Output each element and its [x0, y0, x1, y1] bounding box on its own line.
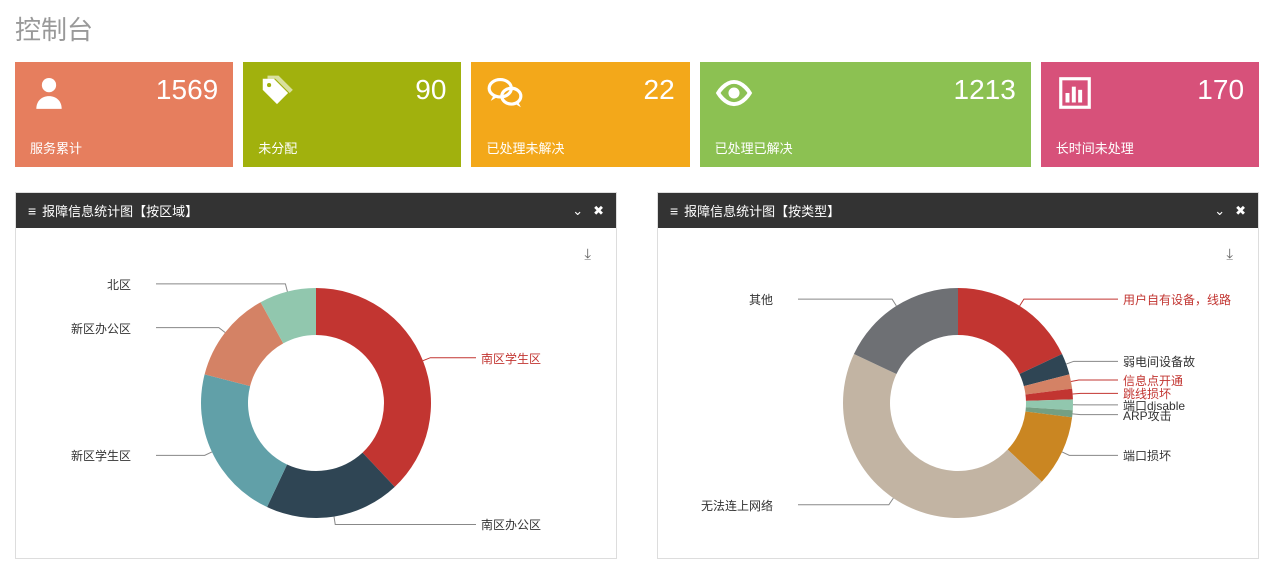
tile-value: 22	[644, 74, 675, 106]
panel-by-region: ≡ 报障信息统计图【按区域】 ⌄ ✖ ⤓ 南区学生区南区办公区新区学生区新区办公…	[15, 192, 617, 559]
tile-label: 未分配	[258, 138, 446, 157]
slice-label: 其他	[749, 291, 773, 308]
panel-body: ⤓ 用户自有设备，线路弱电间设备故信息点开通跳线损坏端口disableARP攻击…	[658, 228, 1258, 558]
chart-panels: ≡ 报障信息统计图【按区域】 ⌄ ✖ ⤓ 南区学生区南区办公区新区学生区新区办公…	[15, 192, 1259, 559]
slice-label: 南区学生区	[481, 350, 541, 367]
tile-label: 服务累计	[30, 138, 218, 157]
panel-title: 报障信息统计图【按区域】	[42, 201, 572, 220]
panel-by-type: ≡ 报障信息统计图【按类型】 ⌄ ✖ ⤓ 用户自有设备，线路弱电间设备故信息点开…	[657, 192, 1259, 559]
tile-4[interactable]: 170 长时间未处理	[1041, 62, 1259, 167]
tile-value: 90	[415, 74, 446, 106]
tile-1[interactable]: 90 未分配	[243, 62, 461, 167]
tile-2[interactable]: 22 已处理未解决	[471, 62, 689, 167]
donut-chart-region: 南区学生区南区办公区 新区学生区 新区办公区 北区	[26, 238, 606, 548]
slice-label: 南区办公区	[481, 516, 541, 533]
slice-label: 端口损坏	[1123, 447, 1171, 464]
panel-head: ≡ 报障信息统计图【按区域】 ⌄ ✖	[16, 193, 616, 228]
page-title: 控制台	[15, 10, 1259, 47]
tile-value: 1213	[954, 74, 1016, 106]
slice-label: ARP攻击	[1123, 407, 1172, 424]
donut-chart-type: 用户自有设备，线路弱电间设备故信息点开通跳线损坏端口disableARP攻击端口…	[668, 238, 1248, 548]
tile-3[interactable]: 1213 已处理已解决	[700, 62, 1031, 167]
menu-icon: ≡	[670, 203, 678, 219]
panel-body: ⤓ 南区学生区南区办公区新区学生区新区办公区北区	[16, 228, 616, 558]
tile-label: 已处理已解决	[715, 138, 1016, 157]
user-icon	[30, 74, 70, 114]
tile-value: 1569	[156, 74, 218, 106]
collapse-icon[interactable]: ⌄	[1214, 203, 1225, 219]
chat-icon	[486, 74, 526, 114]
close-icon[interactable]: ✖	[593, 203, 604, 219]
close-icon[interactable]: ✖	[1235, 203, 1246, 219]
bars-icon	[1056, 74, 1096, 114]
slice-label: 新区学生区	[71, 447, 131, 464]
summary-tiles: 1569 服务累计 90 未分配 22 已处理未解决 1213 已处理已解决 170 长时间未处理	[15, 62, 1259, 167]
slice-label: 弱电间设备故	[1123, 353, 1195, 370]
collapse-icon[interactable]: ⌄	[572, 203, 583, 219]
tile-label: 已处理未解决	[486, 138, 674, 157]
slice-label: 用户自有设备，线路	[1123, 291, 1231, 308]
tile-value: 170	[1197, 74, 1244, 106]
tile-label: 长时间未处理	[1056, 138, 1244, 157]
panel-head: ≡ 报障信息统计图【按类型】 ⌄ ✖	[658, 193, 1258, 228]
tile-0[interactable]: 1569 服务累计	[15, 62, 233, 167]
slice-label: 新区办公区	[71, 320, 131, 337]
menu-icon: ≡	[28, 203, 36, 219]
slice-label: 无法连上网络	[701, 497, 773, 514]
slice-label: 北区	[107, 276, 131, 293]
eye-icon	[715, 74, 755, 114]
tags-icon	[258, 74, 298, 114]
panel-title: 报障信息统计图【按类型】	[684, 201, 1214, 220]
